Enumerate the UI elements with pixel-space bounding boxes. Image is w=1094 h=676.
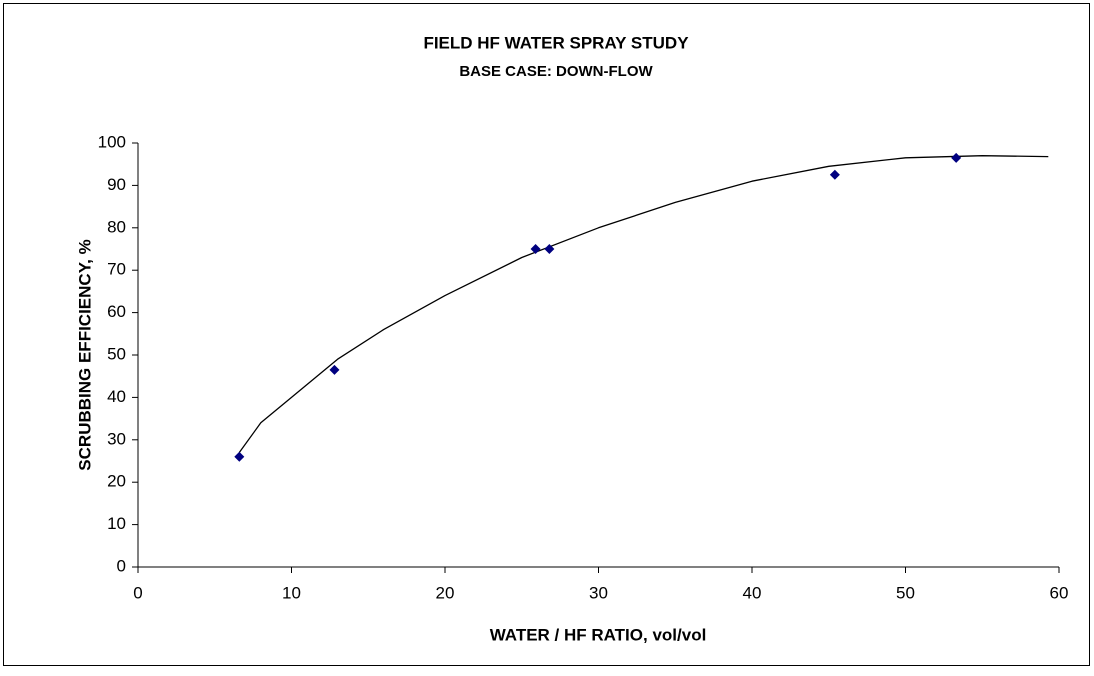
y-tick-label: 50 <box>107 344 126 363</box>
trend-line <box>238 155 1049 453</box>
x-tick-label: 10 <box>282 583 301 602</box>
x-axis-title: WATER / HF RATIO, vol/vol <box>490 625 707 644</box>
y-tick-label: 40 <box>107 387 126 406</box>
y-tick-label: 10 <box>107 514 126 533</box>
data-point <box>951 152 962 163</box>
chart-border <box>3 3 1090 666</box>
y-tick-label: 80 <box>107 217 126 236</box>
data-point <box>329 364 340 375</box>
data-point <box>544 244 555 254</box>
y-tick-label: 90 <box>107 175 126 194</box>
y-tick-label: 100 <box>98 132 126 151</box>
x-tick-label: 40 <box>743 583 762 602</box>
data-point <box>234 451 245 462</box>
chart-subtitle: BASE CASE: DOWN-FLOW <box>459 63 653 80</box>
y-tick-label: 70 <box>107 260 126 279</box>
y-tick-label: 0 <box>117 556 126 575</box>
y-tick-label: 60 <box>107 302 126 321</box>
y-tick-label: 20 <box>107 472 126 491</box>
y-axis-title: SCRUBBING EFFICIENCY, % <box>75 239 94 470</box>
x-tick-label: 60 <box>1050 583 1069 602</box>
x-tick-label: 20 <box>436 583 455 602</box>
data-point <box>829 169 840 180</box>
x-tick-label: 0 <box>133 583 142 602</box>
x-tick-label: 30 <box>589 583 608 602</box>
y-tick-label: 30 <box>107 429 126 448</box>
x-tick-label: 50 <box>896 583 915 602</box>
chart-title: FIELD HF WATER SPRAY STUDY <box>423 33 689 52</box>
data-point <box>530 244 541 254</box>
